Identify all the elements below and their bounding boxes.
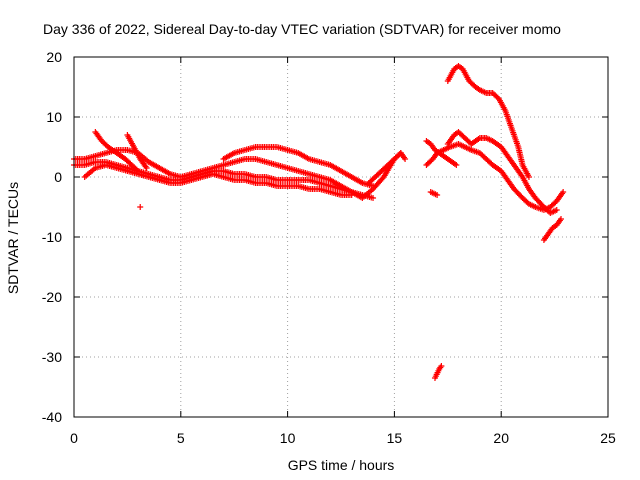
data-point [137,204,144,210]
x-tick-label: 15 [387,430,403,446]
y-tick-label: -10 [42,229,62,245]
x-tick-label: 0 [70,430,78,446]
y-tick-label: -20 [42,289,62,305]
data-point [370,195,377,201]
series-track-c [81,162,355,198]
x-axis-label: GPS time / hours [288,457,395,473]
data-point [553,207,560,213]
chart-title: Day 336 of 2022, Sidereal Day-to-day VTE… [43,21,561,37]
data-point [434,192,441,198]
x-tick-label: 25 [600,430,616,446]
y-axis-label: SDTVAR / TECUs [5,182,21,294]
series-track-i [427,189,441,198]
y-tick-label: -40 [42,409,62,425]
series-track-k [444,63,532,180]
y-tick-label: 20 [46,49,62,65]
series-track-m [444,129,560,216]
data-point [135,168,142,174]
series-track-e [124,132,150,171]
data-point [370,183,377,189]
data-point [143,165,150,171]
data-point [402,156,409,162]
data-points [71,63,567,381]
data-point [133,166,140,173]
series-track-f [220,144,377,189]
y-tick-label: 10 [46,109,62,125]
data-point [558,216,565,222]
series-outlier-1 [137,204,144,210]
data-point [453,162,460,168]
data-point [348,192,355,198]
data-point [525,174,532,180]
x-tick-label: 5 [177,430,185,446]
series-track-n [540,216,565,243]
series-track-h [423,138,460,168]
grid-lines [74,57,608,417]
x-tick-label: 20 [493,430,509,446]
y-tick-label: -30 [42,349,62,365]
x-tick-label: 10 [280,430,296,446]
axis-ticks: 0 5 10 15 20 25 20 10 0 -10 -20 -30 -40 [42,49,616,446]
y-tick-label: 0 [54,169,62,185]
series-track-j [431,363,445,381]
series-track-g [365,150,409,186]
series-track-d [92,129,142,174]
data-point [438,363,445,369]
data-point [560,189,567,195]
